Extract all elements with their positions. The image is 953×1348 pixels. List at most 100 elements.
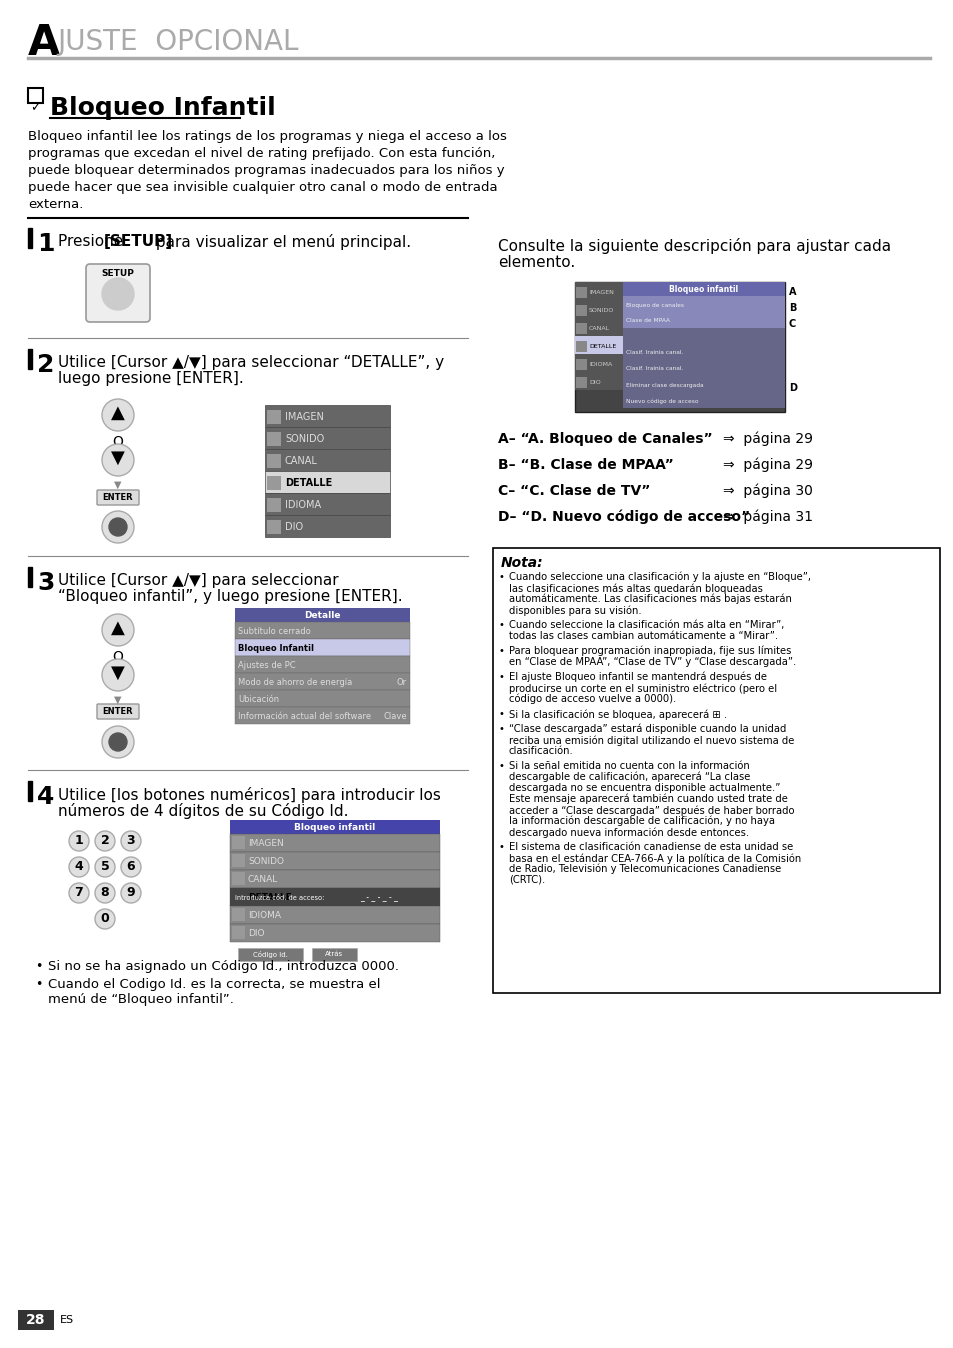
Bar: [493, 549, 939, 993]
Text: DETALLE: DETALLE: [285, 479, 332, 488]
Circle shape: [121, 830, 141, 851]
Text: _ - _ - _ - _: _ - _ - _ - _: [359, 894, 397, 903]
Text: Bloqueo infantil: Bloqueo infantil: [669, 284, 738, 294]
Text: disponibles para su visión.: disponibles para su visión.: [509, 605, 641, 616]
Bar: [28, 349, 32, 369]
Text: Bloqueo de canales: Bloqueo de canales: [625, 302, 683, 307]
Bar: [575, 282, 784, 412]
Bar: [28, 228, 32, 248]
Bar: [265, 427, 390, 449]
Bar: [234, 608, 410, 621]
Text: ▼: ▼: [114, 480, 122, 491]
Bar: [576, 377, 586, 388]
Text: El sistema de clasificación canadiense de esta unidad se: El sistema de clasificación canadiense d…: [509, 842, 792, 852]
Bar: [265, 404, 390, 427]
FancyBboxPatch shape: [86, 264, 150, 322]
Bar: [234, 690, 410, 706]
Bar: [230, 923, 439, 942]
Bar: [232, 890, 245, 903]
Text: Eliminar clase descargada: Eliminar clase descargada: [625, 383, 703, 387]
Text: Utilice [los botones numéricos] para introducir los: Utilice [los botones numéricos] para int…: [58, 787, 440, 803]
Text: código de acceso vuelve a 0000).: código de acceso vuelve a 0000).: [509, 694, 676, 705]
Text: puede bloquear determinados programas inadecuados para los niños y: puede bloquear determinados programas in…: [28, 164, 504, 177]
Bar: [234, 639, 410, 656]
Text: ES: ES: [60, 1316, 74, 1325]
Bar: [232, 926, 245, 940]
Text: automáticamente. Las clasificaciones más bajas estarán: automáticamente. Las clasificaciones más…: [509, 594, 791, 604]
Text: 7: 7: [74, 886, 83, 899]
Text: Presione: Presione: [58, 235, 128, 249]
Bar: [576, 287, 586, 298]
Circle shape: [102, 443, 133, 476]
Text: Clave: Clave: [383, 712, 407, 721]
Text: acceder a “Clase descargada” después de haber borrado: acceder a “Clase descargada” después de …: [509, 805, 794, 816]
Text: DIO: DIO: [248, 930, 264, 938]
Text: clasificación.: clasificación.: [509, 745, 573, 756]
Text: Or: Or: [396, 678, 407, 687]
Text: ▲: ▲: [111, 404, 125, 422]
Text: ✓: ✓: [30, 101, 40, 115]
Bar: [576, 359, 586, 369]
Text: •: •: [498, 620, 504, 630]
Text: SETUP: SETUP: [101, 268, 134, 278]
Bar: [267, 497, 281, 512]
Text: 8: 8: [101, 886, 110, 899]
Bar: [230, 869, 439, 888]
Circle shape: [102, 399, 133, 431]
Text: DETALLE: DETALLE: [248, 894, 292, 903]
Text: ▼: ▼: [114, 696, 122, 705]
Text: producirse un corte en el suministro eléctrico (pero el: producirse un corte en el suministro elé…: [509, 683, 777, 693]
Circle shape: [111, 287, 125, 301]
Text: Bloqueo infantil: Bloqueo infantil: [294, 822, 375, 832]
Circle shape: [102, 511, 133, 543]
Bar: [230, 888, 439, 906]
Text: •: •: [35, 979, 42, 991]
Text: 2: 2: [100, 833, 110, 847]
Text: JUSTE  OPCIONAL: JUSTE OPCIONAL: [57, 28, 298, 57]
Text: Atrás: Atrás: [325, 950, 343, 957]
Bar: [267, 476, 281, 491]
Bar: [576, 305, 586, 315]
Text: Introduzca cód. de acceso:: Introduzca cód. de acceso:: [234, 895, 324, 900]
Bar: [230, 888, 439, 906]
Text: Este mensaje aparecerá también cuando usted trate de: Este mensaje aparecerá también cuando us…: [509, 794, 787, 805]
Bar: [267, 431, 281, 446]
Text: SONIDO: SONIDO: [285, 434, 324, 443]
Text: 2: 2: [37, 353, 54, 377]
Text: C: C: [788, 319, 796, 329]
Text: 28: 28: [27, 1313, 46, 1326]
Text: reciba una emisión digital utilizando el nuevo sistema de: reciba una emisión digital utilizando el…: [509, 735, 794, 745]
Text: Cuando el Codigo Id. es la correcta, se muestra el: Cuando el Codigo Id. es la correcta, se …: [48, 979, 380, 991]
Text: IMAGEN: IMAGEN: [285, 412, 323, 422]
Text: Clasif. Irainia canal.: Clasif. Irainia canal.: [625, 367, 682, 372]
Text: 1: 1: [37, 232, 54, 256]
Text: Bloqueo Infantil: Bloqueo Infantil: [50, 96, 275, 120]
Bar: [237, 948, 303, 961]
Text: Ubicación: Ubicación: [237, 696, 279, 704]
Bar: [230, 852, 439, 869]
Text: “Clase descargada” estará disponible cuando la unidad: “Clase descargada” estará disponible cua…: [509, 724, 785, 735]
Text: Para bloquear programación inapropiada, fije sus límites: Para bloquear programación inapropiada, …: [509, 646, 791, 656]
Bar: [622, 311, 784, 328]
Circle shape: [102, 278, 133, 310]
Bar: [234, 656, 410, 673]
Text: Bloqueo Infantil: Bloqueo Infantil: [237, 644, 314, 652]
Text: todas las clases cambian automáticamente a “Mirar”.: todas las clases cambian automáticamente…: [509, 631, 778, 642]
Text: DIO: DIO: [588, 380, 600, 384]
Bar: [265, 470, 390, 493]
Bar: [234, 706, 410, 724]
Text: ▼: ▼: [111, 449, 125, 466]
Text: •: •: [498, 646, 504, 656]
Text: •: •: [35, 960, 42, 973]
Text: CANAL: CANAL: [248, 875, 278, 884]
Bar: [230, 820, 439, 834]
Text: ENTER: ENTER: [103, 708, 133, 717]
Text: ▼: ▼: [111, 665, 125, 682]
Bar: [622, 282, 784, 297]
Text: números de 4 dígitos de su Código Id.: números de 4 dígitos de su Código Id.: [58, 803, 348, 820]
Text: Subtítulo cerrado: Subtítulo cerrado: [237, 627, 311, 636]
Text: •: •: [498, 724, 504, 735]
Text: Cuando seleccione una clasificación y la ajuste en “Bloque”,: Cuando seleccione una clasificación y la…: [509, 572, 810, 582]
Text: IDIOMA: IDIOMA: [248, 911, 281, 921]
Text: •: •: [498, 762, 504, 771]
